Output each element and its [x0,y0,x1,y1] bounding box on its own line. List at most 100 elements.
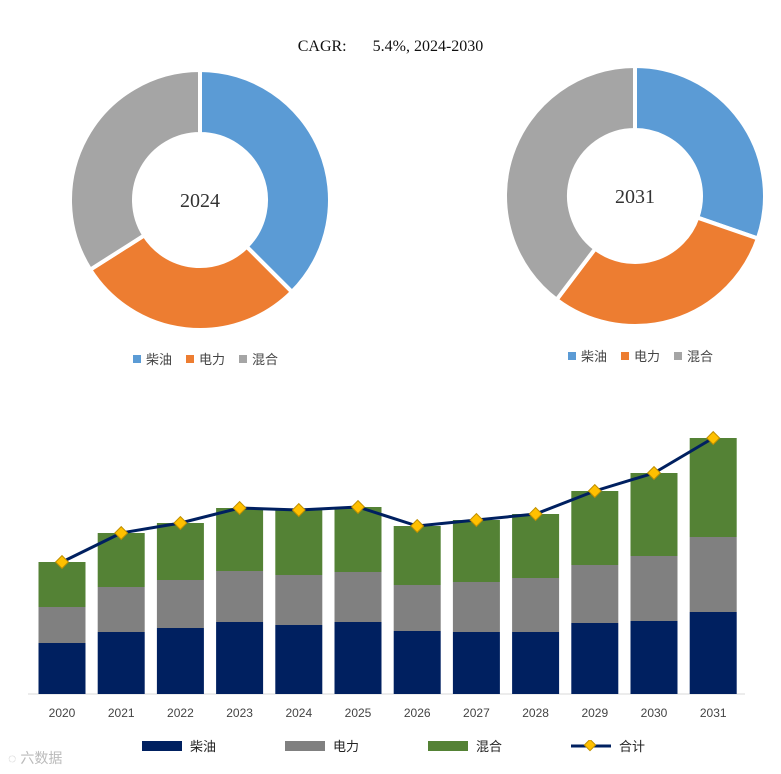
legend-item-electric: 电力 [621,346,660,365]
legend-swatch-hybrid [674,351,683,360]
bar-legend-swatch-diesel [142,740,182,751]
legend-swatch-electric [186,354,195,363]
watermark-text: 六数据 [20,750,63,766]
bar-electric-2024 [275,575,323,625]
x-tick-label: 2031 [700,706,727,720]
legend-item-hybrid: 混合 [239,349,278,368]
legend-item-diesel: 柴油 [568,346,607,365]
bar-hybrid-2023 [216,508,264,571]
total-marker-2030 [646,465,662,481]
bar-hybrid-2027 [452,520,500,582]
bar-diesel-2023 [216,622,264,694]
total-marker-2021 [114,525,129,541]
legend-swatch-electric [621,351,630,360]
bar-electric-2022 [156,580,204,628]
bar-electric-2025 [334,572,382,622]
bar-legend-swatch-hybrid [428,740,468,751]
donut-2031-slice-electric [553,215,761,328]
bar-diesel-2026 [393,631,441,694]
bar-hybrid-2024 [275,510,323,575]
bar-hybrid-2029 [571,491,619,565]
bar-diesel-2022 [156,628,204,694]
legend-label-diesel: 柴油 [146,352,173,367]
bar-electric-2031 [689,537,737,612]
bar-legend-label-total: 合计 [619,739,646,754]
donut-2024-slice-electric [87,232,295,332]
total-marker-2023 [232,500,247,516]
x-tick-label: 2026 [404,706,431,720]
bar-legend-line-marker [571,739,611,751]
bar-legend-label-hybrid: 混合 [476,739,503,754]
donut-2024-slice-hybrid [68,67,202,273]
x-tick-label: 2029 [581,706,608,720]
legend-swatch-hybrid [239,354,248,363]
donut-legend-2024: 柴油 电力 混合 [133,349,278,368]
x-tick-label: 2025 [345,706,372,720]
legend-item-electric: 电力 [186,349,225,368]
total-line [61,436,714,564]
bar-hybrid-2031 [689,438,737,537]
x-tick-label: 2027 [463,706,490,720]
bar-electric-2020 [38,607,86,643]
total-marker-2024 [291,502,306,518]
bar-diesel-2025 [334,622,382,694]
bar-legend-item-diesel: 柴油 [142,736,216,755]
total-marker-2031 [706,430,721,446]
bar-diesel-2028 [512,632,560,694]
bar-diesel-2020 [38,643,86,694]
bar-hybrid-2020 [38,562,86,607]
x-tick-label: 2022 [167,706,194,720]
donut-legend-2031: 柴油 电力 混合 [568,346,713,365]
total-marker-2020 [54,554,70,570]
legend-item-diesel: 柴油 [133,349,172,368]
watermark-logo-icon: ◌ [8,750,17,766]
x-tick-label: 2023 [226,706,253,720]
cagr-label: CAGR: [297,38,347,55]
bar-diesel-2029 [571,623,619,694]
total-marker-2026 [410,518,425,534]
bar-hybrid-2025 [334,507,382,572]
bar-legend-label-electric: 电力 [333,739,360,754]
bar-legend-item-total: 合计 [571,736,645,755]
bar-electric-2029 [571,565,619,623]
total-marker-2027 [469,512,484,528]
legend-label-diesel: 柴油 [581,349,608,364]
donut-2031-slice-diesel [633,63,767,242]
donut-2031-center-label: 2031 [615,186,655,208]
watermark: ◌ 六数据 [8,748,62,768]
donut-2024-slice-diesel [198,67,332,295]
bar-electric-2023 [216,571,264,622]
legend-label-hybrid: 混合 [252,352,279,367]
bar-hybrid-2022 [156,523,204,580]
bar-legend-label-diesel: 柴油 [190,739,217,754]
cagr-value: 5.4%, 2024-2030 [372,38,484,55]
bar-electric-2026 [393,585,441,631]
legend-label-hybrid: 混合 [687,349,714,364]
x-tick-label: 2030 [641,706,668,720]
bar-hybrid-2030 [630,473,678,556]
legend-swatch-diesel [568,351,576,360]
bar-legend-item-electric: 电力 [285,736,359,755]
bar-electric-2028 [512,578,560,632]
total-marker-2028 [528,506,543,522]
bar-hybrid-2028 [512,514,560,578]
donut-2024-center-label: 2024 [180,190,220,212]
cagr-annotation: CAGR: 5.4%, 2024-2030 [0,38,781,56]
bar-hybrid-2026 [393,526,441,585]
bar-legend-item-hybrid: 混合 [428,736,502,755]
donut-2031-slice-hybrid [503,63,637,303]
legend-item-hybrid: 混合 [674,346,713,365]
bar-diesel-2021 [97,632,145,694]
legend-label-electric: 电力 [199,352,226,367]
bar-electric-2030 [630,556,678,621]
total-marker-2022 [173,515,188,531]
bar-electric-2021 [97,587,145,632]
bar-electric-2027 [452,582,500,632]
bar-legend-swatch-electric [285,740,325,751]
bar-diesel-2027 [452,632,500,694]
x-tick-label: 2020 [49,706,76,720]
bar-diesel-2030 [630,621,678,694]
x-tick-label: 2024 [285,706,312,720]
